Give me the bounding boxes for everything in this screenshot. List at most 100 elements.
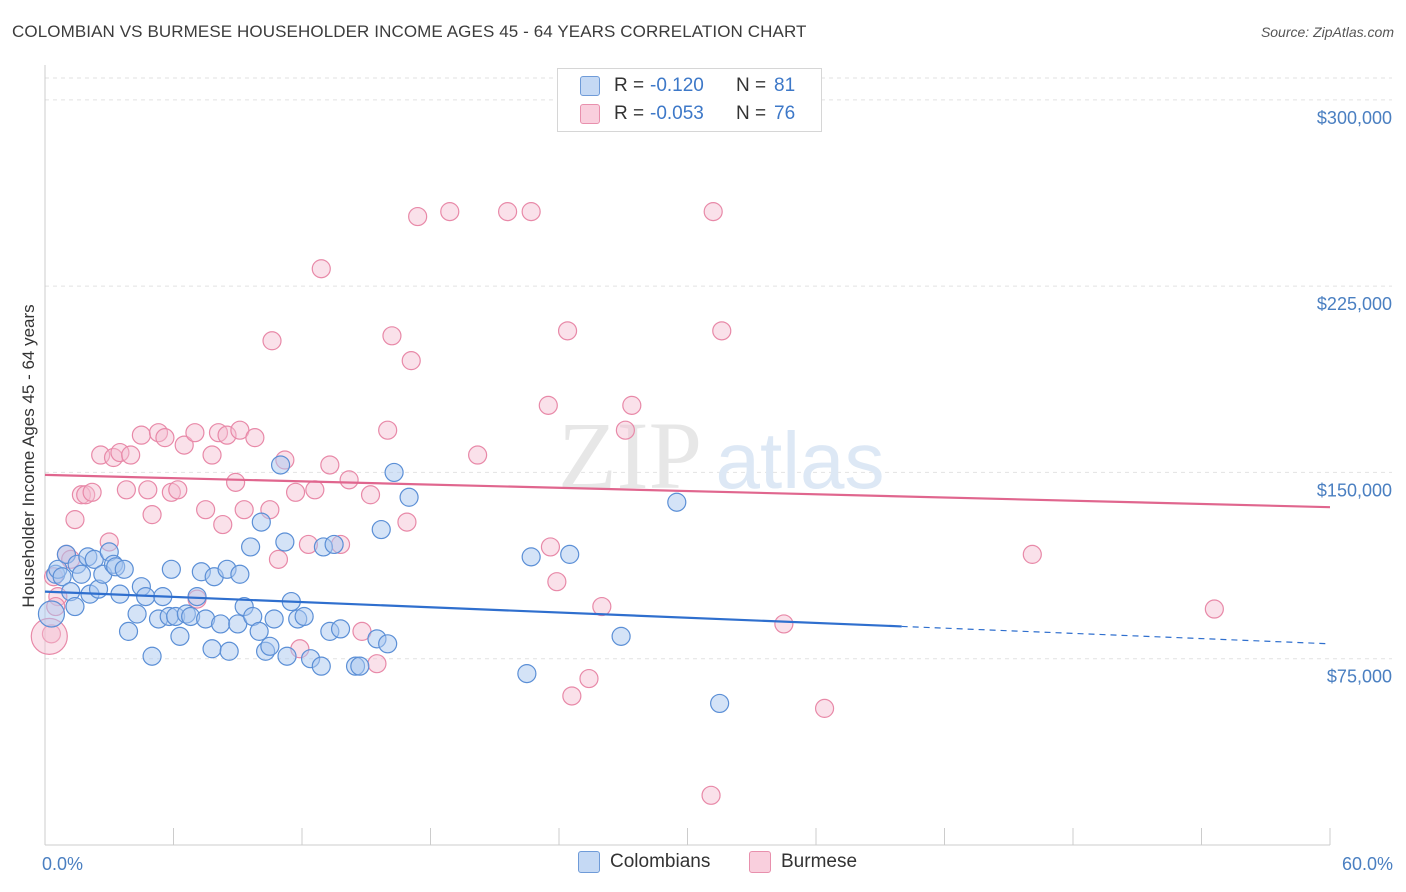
burmese-point [382,326,402,346]
colombians-point [275,532,295,552]
burmese-point [712,321,732,341]
burmese-point [65,510,85,530]
burmese-point [1022,544,1042,564]
burmese-point [174,435,194,455]
legend-row-burmese: R = -0.053 N = 76 [580,101,795,127]
burmese-point [774,614,794,634]
colombians-point [241,537,261,557]
legend-item-burmese[interactable]: Burmese [749,851,857,873]
colombians-point [161,559,181,579]
colombians-point [710,693,730,714]
colombians-legend-swatch [578,851,600,873]
legend-row-colombians: R = -0.120 N = 81 [580,73,795,99]
colombians-point [142,646,162,666]
r-label: R = [614,75,645,96]
burmese-point [401,351,421,371]
burmese-point [202,445,222,465]
colombians-point [371,519,391,540]
burmese-trend-line [44,473,1331,509]
colombians-point [667,492,687,512]
colombians-point [350,656,370,676]
burmese-point [245,428,265,448]
burmese-legend-label: Burmese [781,851,858,872]
colombians-swatch [580,76,600,96]
burmese-point [701,785,721,805]
burmese-point [397,512,417,532]
y-tick-label: $75,000 [1327,667,1392,687]
r-label: R = [614,103,645,124]
burmese-point [468,445,488,465]
colombians-point [384,462,404,483]
burmese-point [262,331,282,351]
burmese-point [521,202,541,222]
burmese-point [213,514,233,535]
burmese-point [185,423,205,443]
trend-lines [44,473,1331,645]
burmese-point [498,202,518,222]
burmese-point [360,485,381,505]
n-value-burmese: 76 [774,103,796,124]
colombians-point [219,641,239,661]
burmese-point [311,259,331,279]
burmese-point [540,537,561,557]
colombians-point [270,455,291,475]
burmese-point [562,686,582,706]
colombians-point [249,621,269,641]
correlation-legend: R = -0.120 N = 81 R = -0.053 N = 76 [557,68,822,132]
colombians-point [71,564,92,584]
r-value-burmese: -0.053 [650,103,704,124]
burmese-point [703,202,723,222]
n-label: N = [736,75,767,96]
colombians-point [324,534,344,555]
colombians-trend-line [44,590,902,628]
burmese-point [131,425,151,445]
burmese-point [268,549,289,569]
colombians-point [118,621,139,641]
colombians-point [611,626,631,646]
burmese-point [615,420,635,440]
y-tick-labels: $75,000 $150,000 $225,000 $300,000 [1317,108,1392,687]
burmese-point [217,425,237,445]
burmese-swatch [580,104,600,124]
watermark-atlas: atlas [716,416,885,505]
x-tick-label: 60.0% [1342,854,1393,874]
colombians-point [264,609,284,629]
burmese-point [196,500,216,520]
burmese-point [234,500,254,520]
colombians-point [294,606,314,627]
colombians-point [330,619,351,639]
colombians-point [260,636,280,656]
burmese-point [547,572,567,592]
colombians-point [311,656,331,676]
legend-item-colombians[interactable]: Colombians [578,851,710,873]
colombians-point [65,596,85,617]
burmese-point [1204,599,1224,619]
burmese-point [116,480,136,500]
burmese-point [339,470,359,490]
burmese-point [622,395,642,415]
colombians-trend-extension [901,625,1331,645]
burmese-point [378,420,398,440]
burmese-point [320,455,340,475]
colombians-point [211,614,231,634]
burmese-point [285,482,306,502]
burmese-point [367,654,387,674]
colombians-point [230,564,250,584]
chart-title: COLOMBIAN VS BURMESE HOUSEHOLDER INCOME … [12,22,807,41]
burmese-point [168,480,188,500]
colombians-point [170,626,190,646]
colombians-point [52,567,72,587]
r-value-colombians: -0.120 [650,75,704,96]
colombians-point [560,544,580,564]
colombians-point [37,600,66,628]
source-credit: Source: ZipAtlas.com [1260,24,1394,40]
burmese-point [82,482,102,502]
colombians-point [277,646,297,666]
burmese-point [155,428,175,448]
burmese-point [408,206,428,227]
burmese-point [592,596,612,617]
y-axis-title: Householder Income Ages 45 - 64 years [19,304,38,607]
x-tick-label: 0.0% [42,854,83,874]
watermark-zip: ZIP [558,402,702,509]
